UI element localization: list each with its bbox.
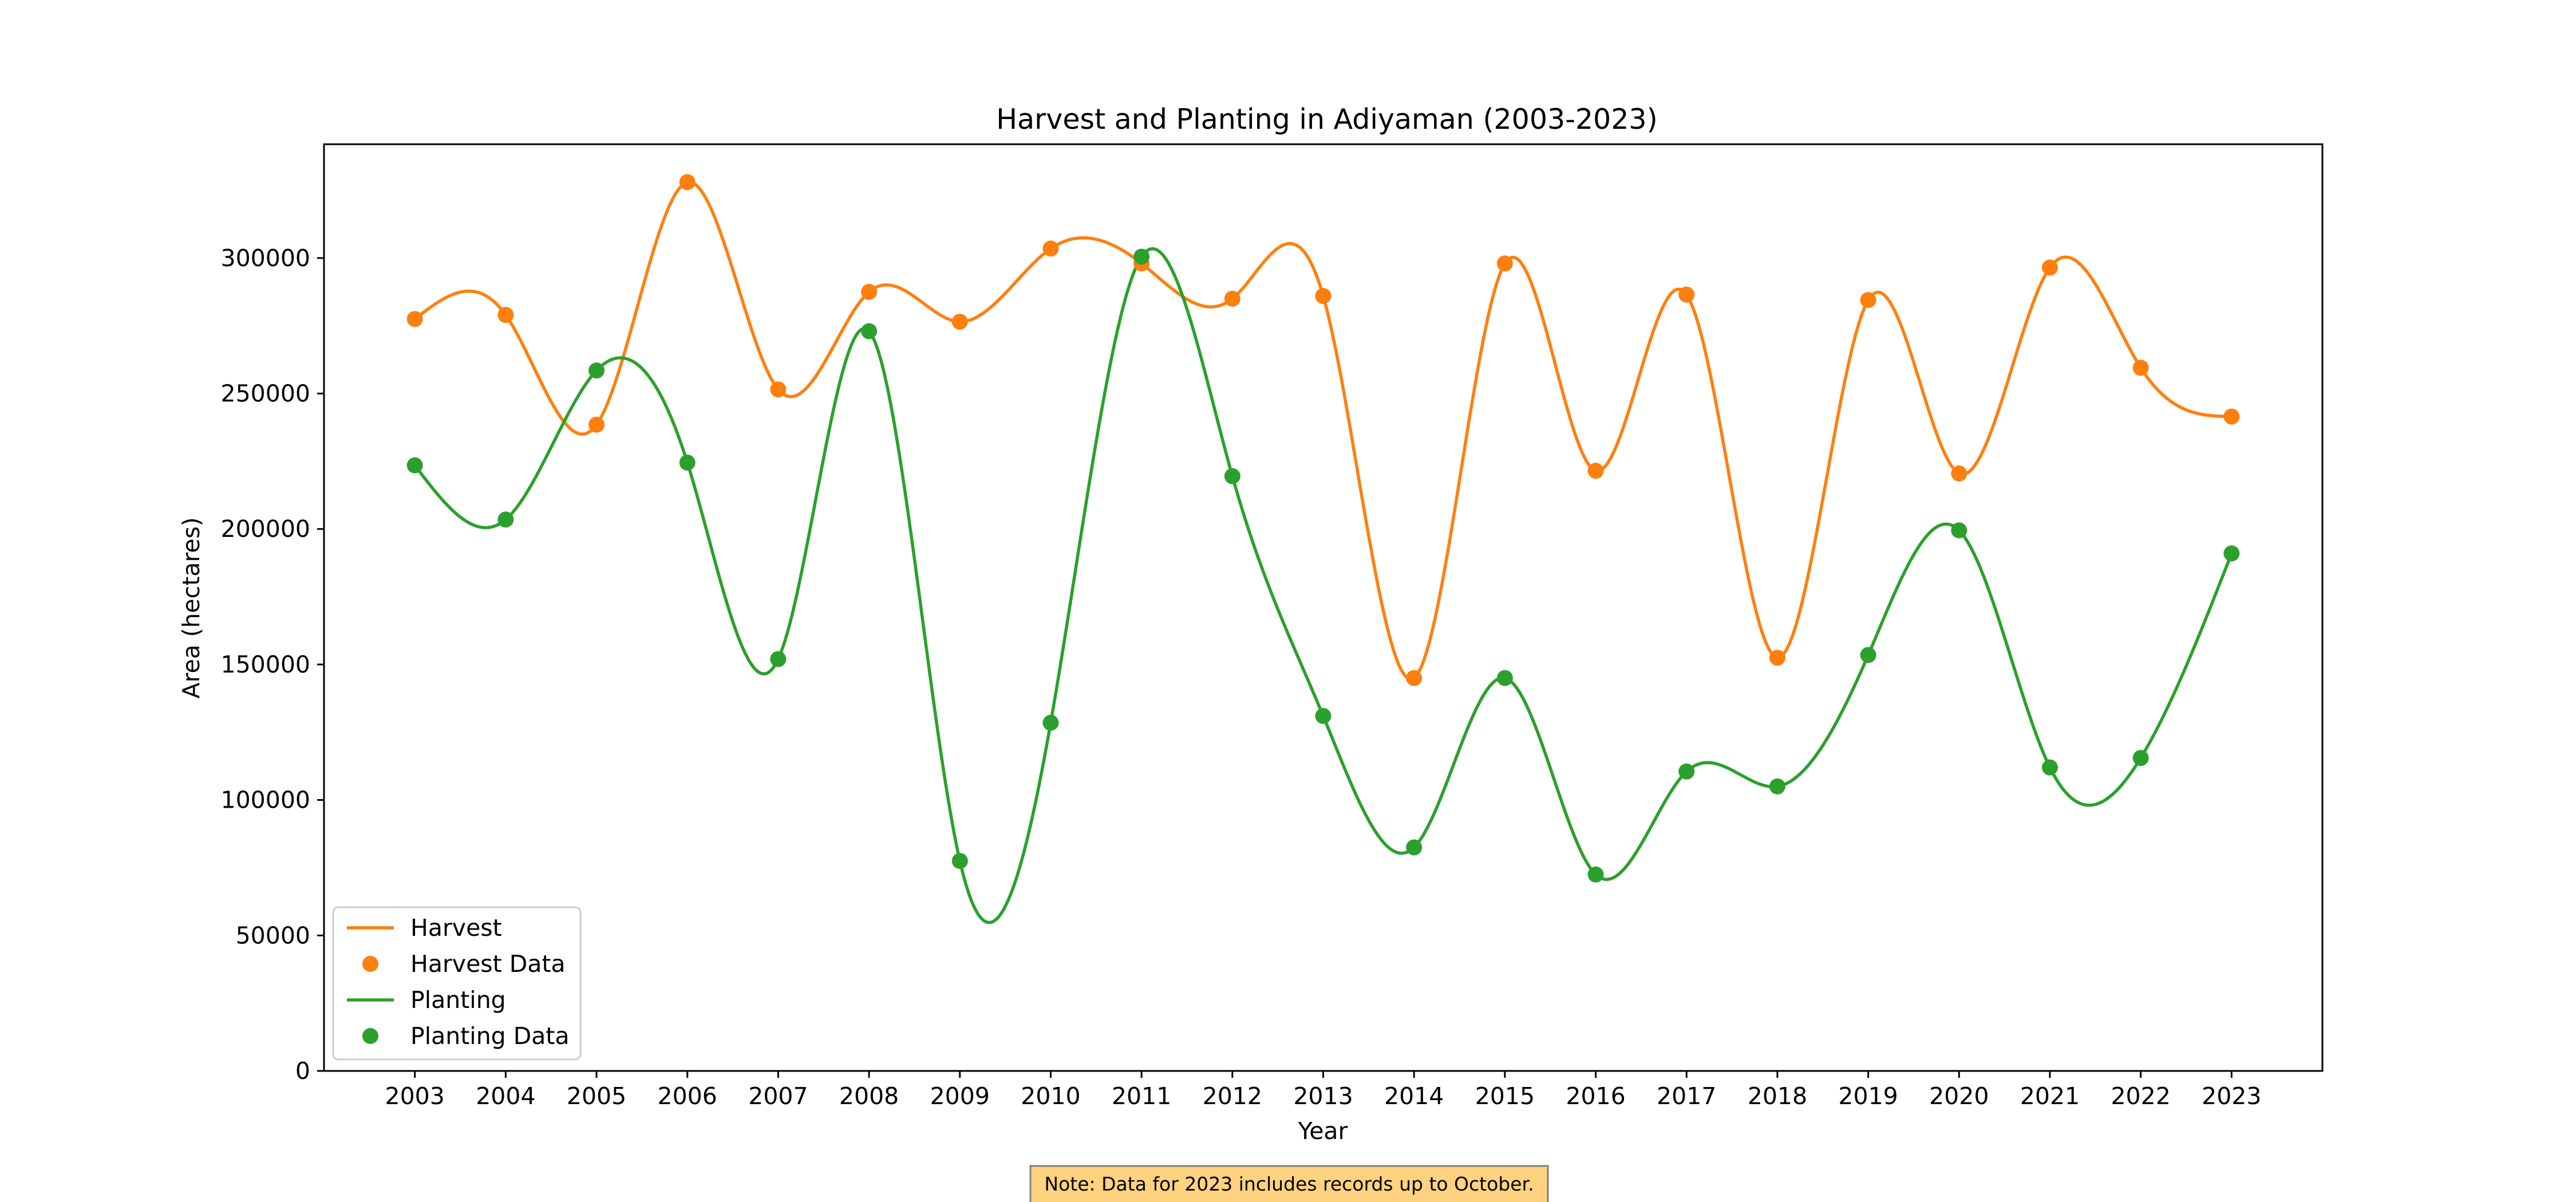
planting-data-point bbox=[2041, 759, 2058, 776]
y-tick-label: 100000 bbox=[220, 786, 310, 814]
harvest-data-point bbox=[2132, 359, 2149, 376]
x-tick-label: 2021 bbox=[2020, 1082, 2080, 1110]
y-tick-label: 50000 bbox=[236, 922, 310, 949]
planting-data-point bbox=[1496, 670, 1513, 686]
x-tick-label: 2015 bbox=[1475, 1082, 1535, 1110]
harvest-data-point bbox=[1951, 465, 1967, 482]
x-tick-label: 2020 bbox=[1929, 1082, 1989, 1110]
harvest-data-point bbox=[1042, 240, 1059, 257]
harvest-data-point bbox=[406, 311, 423, 327]
harvest-data-point bbox=[951, 314, 968, 330]
x-tick-label: 2010 bbox=[1021, 1082, 1080, 1110]
planting-data-point bbox=[1406, 839, 1423, 856]
legend-planting-label: Planting bbox=[410, 986, 506, 1014]
x-tick-label: 2023 bbox=[2202, 1082, 2261, 1110]
planting-data-point bbox=[1133, 248, 1150, 265]
planting-data-point bbox=[1224, 468, 1240, 484]
x-tick-label: 2011 bbox=[1112, 1082, 1171, 1110]
planting-data-point bbox=[588, 362, 605, 379]
y-axis: 0 50000 100000 150000 200000 250000 300000 bbox=[220, 244, 324, 1085]
legend-harvest-data-label: Harvest Data bbox=[410, 950, 566, 978]
harvest-data-point bbox=[1678, 286, 1695, 303]
y-tick-label: 0 bbox=[295, 1057, 310, 1085]
harvest-data-point bbox=[770, 381, 787, 398]
x-tick-label: 2008 bbox=[839, 1082, 899, 1110]
harvest-data-point bbox=[1315, 288, 1332, 305]
planting-data-point bbox=[1769, 778, 1785, 794]
x-tick-label: 2005 bbox=[567, 1082, 626, 1110]
harvest-data-point bbox=[588, 416, 605, 433]
legend-planting-data-label: Planting Data bbox=[410, 1022, 570, 1050]
harvest-data-point bbox=[679, 174, 696, 191]
x-tick-label: 2016 bbox=[1566, 1082, 1625, 1110]
x-tick-label: 2019 bbox=[1838, 1082, 1898, 1110]
planting-data-point bbox=[1951, 522, 1967, 539]
y-tick-label: 200000 bbox=[220, 515, 310, 543]
harvest-data-point bbox=[1769, 650, 1785, 666]
harvest-data-point bbox=[861, 283, 878, 300]
planting-data-point bbox=[770, 651, 787, 667]
planting-data-point bbox=[861, 323, 878, 339]
x-axis: 2003 2004 2005 2006 2007 2008 2009 2010 2011 2012… bbox=[385, 1071, 2261, 1110]
harvest-data-point bbox=[1587, 462, 1604, 479]
x-tick-label: 2022 bbox=[2111, 1082, 2170, 1110]
y-tick-label: 300000 bbox=[220, 244, 310, 272]
x-tick-label: 2017 bbox=[1657, 1082, 1716, 1110]
x-tick-label: 2018 bbox=[1748, 1082, 1807, 1110]
plot-area bbox=[323, 143, 2324, 1072]
planting-data-point bbox=[1678, 763, 1695, 780]
planting-data-point bbox=[2223, 545, 2240, 562]
chart-title: Harvest and Planting in Adiyaman (2003-2… bbox=[996, 103, 1657, 136]
x-tick-label: 2007 bbox=[748, 1082, 808, 1110]
legend-box bbox=[332, 906, 582, 1061]
note-text: Note: Data for 2023 includes records up … bbox=[1044, 1173, 1534, 1195]
x-tick-label: 2012 bbox=[1203, 1082, 1262, 1110]
planting-data-point bbox=[1860, 647, 1876, 663]
y-tick-label: 150000 bbox=[220, 651, 310, 678]
x-axis-label: Year bbox=[1298, 1117, 1348, 1145]
x-tick-label: 2013 bbox=[1293, 1082, 1353, 1110]
planting-data-point bbox=[497, 511, 514, 528]
note-background bbox=[1029, 1165, 1549, 1202]
planting-data-point bbox=[1042, 714, 1059, 731]
y-axis-label: Area (hectares) bbox=[177, 517, 205, 699]
harvest-data-point bbox=[1224, 290, 1240, 307]
harvest-data-point bbox=[1860, 292, 1876, 309]
series-points bbox=[406, 174, 2240, 883]
planting-data-point bbox=[1315, 707, 1332, 724]
legend-harvest-data-marker bbox=[362, 956, 378, 972]
harvest-data-point bbox=[497, 307, 514, 323]
harvest-data-point bbox=[2041, 259, 2058, 276]
y-tick-label: 250000 bbox=[220, 380, 310, 408]
planting-data-point bbox=[2132, 750, 2149, 766]
note-box: Note: Data for 2023 includes records up … bbox=[1029, 1165, 1549, 1202]
planting-data-point bbox=[406, 457, 423, 473]
planting-data-point bbox=[951, 853, 968, 869]
x-tick-label: 2003 bbox=[385, 1082, 445, 1110]
x-tick-label: 2014 bbox=[1384, 1082, 1444, 1110]
planting-data-point bbox=[1587, 866, 1604, 883]
legend: Harvest Harvest Data Planting Planting D… bbox=[332, 906, 582, 1061]
harvest-data-point bbox=[1406, 670, 1423, 686]
x-tick-label: 2009 bbox=[930, 1082, 990, 1110]
legend-planting-data-marker bbox=[362, 1028, 378, 1044]
legend-harvest-label: Harvest bbox=[410, 914, 502, 942]
harvest-data-point bbox=[2223, 408, 2240, 425]
x-tick-label: 2006 bbox=[658, 1082, 717, 1110]
harvest-data-point bbox=[1496, 255, 1513, 272]
x-tick-label: 2004 bbox=[476, 1082, 535, 1110]
planting-data-point bbox=[679, 454, 696, 471]
